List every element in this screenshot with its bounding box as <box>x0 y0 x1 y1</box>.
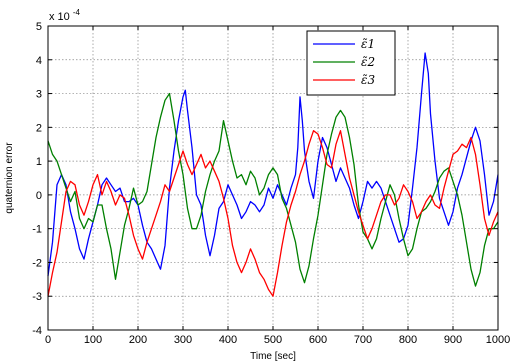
y-tick-label: 1 <box>36 156 42 168</box>
x-tick-label: 100 <box>84 334 102 346</box>
legend: ε̃1 ε̃2 ε̃3 <box>306 30 396 96</box>
grid-lines <box>48 26 498 330</box>
x-tick-label: 700 <box>354 334 372 346</box>
y-tick-label: -4 <box>32 325 42 337</box>
x-tick-label: 800 <box>399 334 417 346</box>
y-tick-label: 0 <box>36 190 42 202</box>
y-tick-label: -2 <box>32 257 42 269</box>
legend-label-2: ε̃2 <box>361 55 375 69</box>
y-tick-label: 3 <box>36 89 42 101</box>
legend-label-3: ε̃3 <box>361 73 375 87</box>
series-line-3 <box>47 130 499 297</box>
legend-label-1: ε̃1 <box>361 37 375 51</box>
x-tick-label: 400 <box>219 334 237 346</box>
y-scale-exponent: -4 <box>73 8 81 17</box>
y-tick-label: 4 <box>36 55 42 67</box>
y-axis-label: quaternion error <box>4 142 15 214</box>
x-tick-label: 1000 <box>486 334 510 346</box>
y-tick-label: 2 <box>36 122 42 134</box>
y-scale-label: x 10 -4 <box>49 8 81 23</box>
x-axis-label: Time [sec] <box>250 351 296 362</box>
axes-group: 0 100 200 300 400 500 600 700 800 900 1000 -4 -3 -2 -1… <box>32 21 510 346</box>
legend-box <box>306 30 396 96</box>
series-line-2 <box>47 92 499 287</box>
y-tick-label: -1 <box>32 224 42 236</box>
y-tick-label: -3 <box>32 291 42 303</box>
x-tick-label: 0 <box>45 334 51 346</box>
legend-items: ε̃1 ε̃2 ε̃3 <box>313 37 375 87</box>
x-tick-label: 900 <box>444 334 462 346</box>
x-tick-label: 300 <box>174 334 192 346</box>
y-tick-label: 5 <box>36 21 42 33</box>
x-tick-label: 200 <box>129 334 147 346</box>
series-group <box>47 52 499 297</box>
x-tick-label: 500 <box>264 334 282 346</box>
x-tick-label: 600 <box>309 334 327 346</box>
